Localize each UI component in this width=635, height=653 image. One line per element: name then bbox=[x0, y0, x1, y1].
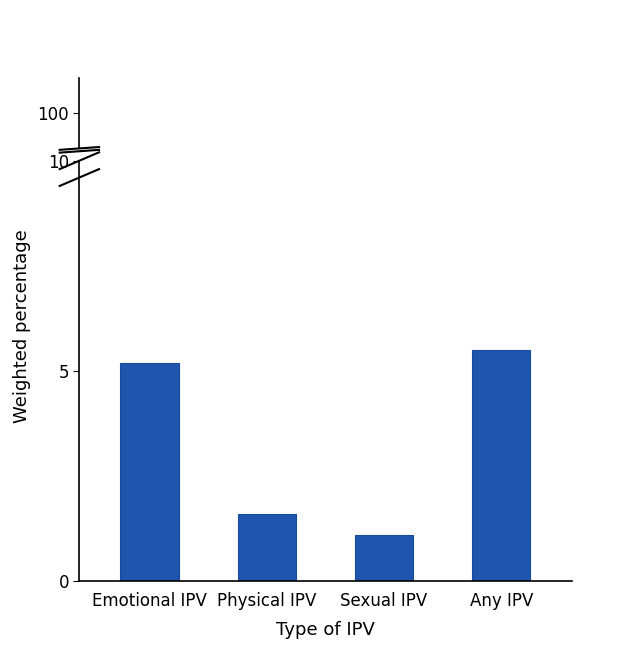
Text: Weighted percentage: Weighted percentage bbox=[13, 230, 30, 423]
Bar bbox=[472, 350, 530, 581]
Bar bbox=[355, 535, 413, 581]
X-axis label: Type of IPV: Type of IPV bbox=[276, 621, 375, 639]
Bar bbox=[237, 514, 296, 581]
Bar bbox=[121, 362, 179, 581]
